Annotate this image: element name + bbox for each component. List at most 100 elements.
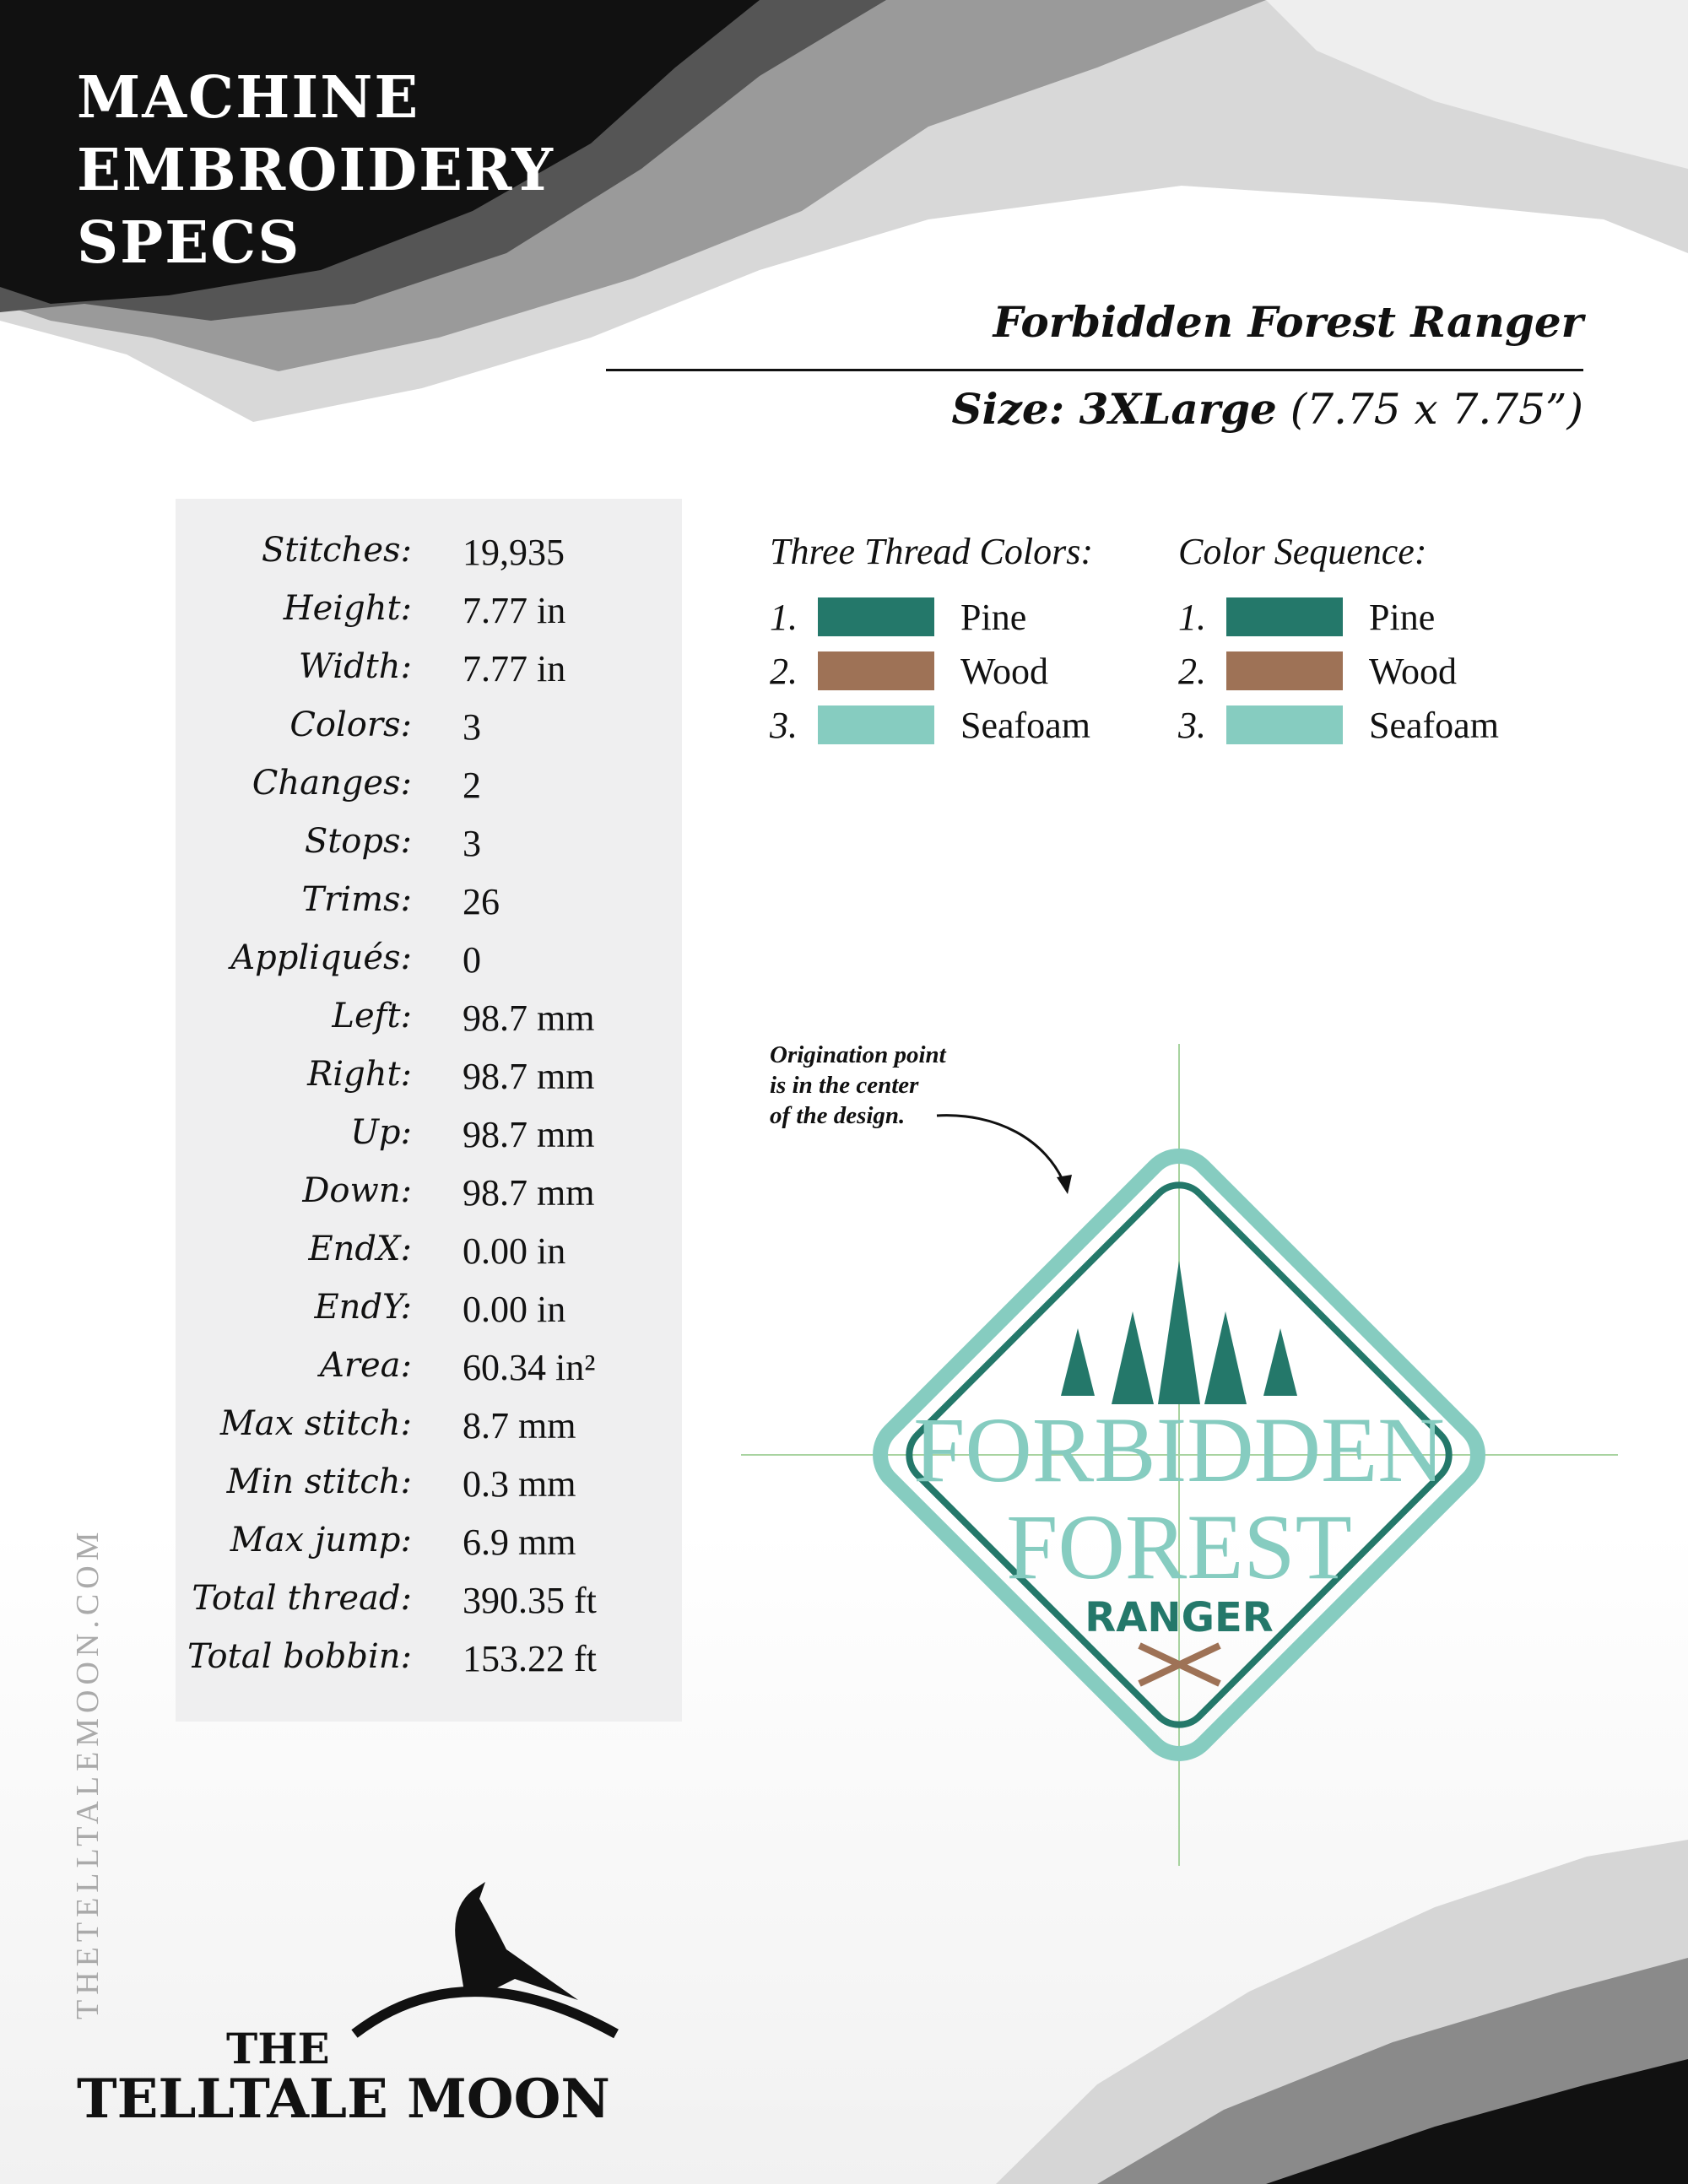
color-swatch [818, 705, 934, 744]
spec-row: Up: 98.7 mm [176, 1113, 682, 1164]
raven-logo-icon [351, 1882, 619, 2039]
spec-value: 3 [463, 706, 481, 748]
page-title-line: EMBROIDERY [77, 137, 555, 204]
color-item: 3. Seafoam [770, 704, 1107, 746]
spec-row: Right: 98.7 mm [176, 1055, 682, 1106]
spec-label: Changes: [252, 764, 412, 803]
spec-value: 26 [463, 881, 500, 922]
color-name: Wood [1369, 651, 1458, 692]
spec-row: Colors: 3 [176, 705, 682, 756]
spec-value: 0.00 in [463, 1230, 566, 1272]
size-label: Size: 3XLarge [951, 384, 1277, 434]
color-number: 1. [1178, 597, 1206, 638]
page-title-line: MACHINE [77, 64, 420, 132]
color-swatch [1226, 705, 1343, 744]
spec-value: 3 [463, 823, 481, 864]
note-line: Origination point [770, 1041, 946, 1068]
spec-value: 0.3 mm [463, 1463, 576, 1505]
spec-value: 98.7 mm [463, 1056, 595, 1097]
spec-value: 98.7 mm [463, 1172, 595, 1214]
spec-value: 2 [463, 765, 481, 806]
spec-row: Stitches: 19,935 [176, 531, 682, 581]
spec-label: Total bobbin: [187, 1637, 412, 1676]
color-name: Pine [960, 597, 1027, 638]
spec-label: Right: [307, 1055, 412, 1094]
spec-value: 98.7 mm [463, 1114, 595, 1155]
spec-label: Stitches: [261, 531, 412, 570]
note-line: is in the center [770, 1072, 919, 1099]
spec-label: Appliqués: [230, 938, 412, 977]
spec-row: Total bobbin: 153.22 ft [176, 1637, 682, 1688]
arrow-icon [936, 1114, 1067, 1187]
spec-label: Left: [332, 997, 412, 1035]
color-number: 3. [770, 705, 798, 746]
color-name: Pine [1369, 597, 1436, 638]
color-number: 2. [770, 651, 798, 692]
spec-label: Total thread: [192, 1579, 412, 1618]
color-swatch [818, 651, 934, 690]
design-size: Size: 3XLarge (7.75 x 7.75”) [951, 384, 1583, 434]
spec-row: Height: 7.77 in [176, 589, 682, 640]
spec-value: 7.77 in [463, 648, 566, 689]
spec-value: 7.77 in [463, 590, 566, 631]
spec-row: Left: 98.7 mm [176, 997, 682, 1047]
spec-label: Stops: [304, 822, 412, 861]
thread-colors-heading: Three Thread Colors: [770, 531, 1093, 572]
spec-value: 6.9 mm [463, 1522, 576, 1563]
logo-the: THE [226, 2024, 330, 2073]
color-swatch [818, 597, 934, 636]
spec-label: EndY: [314, 1288, 412, 1327]
spec-row: Changes: 2 [176, 764, 682, 814]
spec-value: 390.35 ft [463, 1580, 597, 1621]
spec-row: Trims: 26 [176, 880, 682, 931]
spec-row: Stops: 3 [176, 822, 682, 873]
origination-note: Origination point is in the center of th… [770, 1040, 946, 1131]
color-sequence-heading: Color Sequence: [1178, 531, 1427, 572]
website-vertical-text: THETELLTALEMOON.COM [70, 1527, 106, 2019]
patch-text: FORBIDDEN [913, 1398, 1445, 1501]
spec-row: EndX: 0.00 in [176, 1230, 682, 1280]
spec-label: Up: [350, 1113, 412, 1152]
color-name: Seafoam [960, 705, 1090, 746]
spec-value: 0 [463, 939, 481, 981]
spec-row: Width: 7.77 in [176, 647, 682, 698]
spec-value: 19,935 [463, 532, 565, 573]
spec-row: Max jump: 6.9 mm [176, 1521, 682, 1571]
spec-value: 60.34 in² [463, 1347, 596, 1388]
spec-row: Down: 98.7 mm [176, 1171, 682, 1222]
spec-label: EndX: [308, 1230, 412, 1268]
spec-value: 0.00 in [463, 1289, 566, 1330]
patch-text: FOREST [1006, 1495, 1352, 1598]
color-swatch [1226, 597, 1343, 636]
logo-name: TELLTALE MOON [77, 2068, 610, 2131]
color-swatch [1226, 651, 1343, 690]
spec-value: 8.7 mm [463, 1405, 576, 1446]
patch-text: RANGER [1085, 1594, 1273, 1641]
spec-label: Height: [283, 589, 412, 628]
spec-label: Colors: [289, 705, 412, 744]
color-name: Seafoam [1369, 705, 1499, 746]
color-name: Wood [960, 651, 1049, 692]
spec-label: Trims: [301, 880, 412, 919]
note-line: of the design. [770, 1102, 906, 1129]
color-number: 2. [1178, 651, 1206, 692]
spec-label: Min stitch: [226, 1462, 412, 1501]
color-number: 3. [1178, 705, 1206, 746]
color-number: 1. [770, 597, 798, 638]
spec-row: Min stitch: 0.3 mm [176, 1462, 682, 1513]
color-item: 1. Pine [770, 596, 1107, 638]
color-item: 3. Seafoam [1178, 704, 1516, 746]
spec-row: Total thread: 390.35 ft [176, 1579, 682, 1630]
size-dims: (7.75 x 7.75”) [1276, 385, 1583, 434]
specs-panel: Stitches: 19,935 Height: 7.77 in Width: 7.77 … [176, 499, 682, 1722]
color-item: 2. Wood [770, 650, 1107, 692]
spec-label: Max stitch: [219, 1404, 412, 1443]
spec-row: EndY: 0.00 in [176, 1288, 682, 1338]
color-item: 2. Wood [1178, 650, 1516, 692]
spec-value: 153.22 ft [463, 1638, 597, 1679]
divider [606, 369, 1583, 371]
design-name: Forbidden Forest Ranger [993, 297, 1583, 347]
spec-value: 98.7 mm [463, 997, 595, 1039]
